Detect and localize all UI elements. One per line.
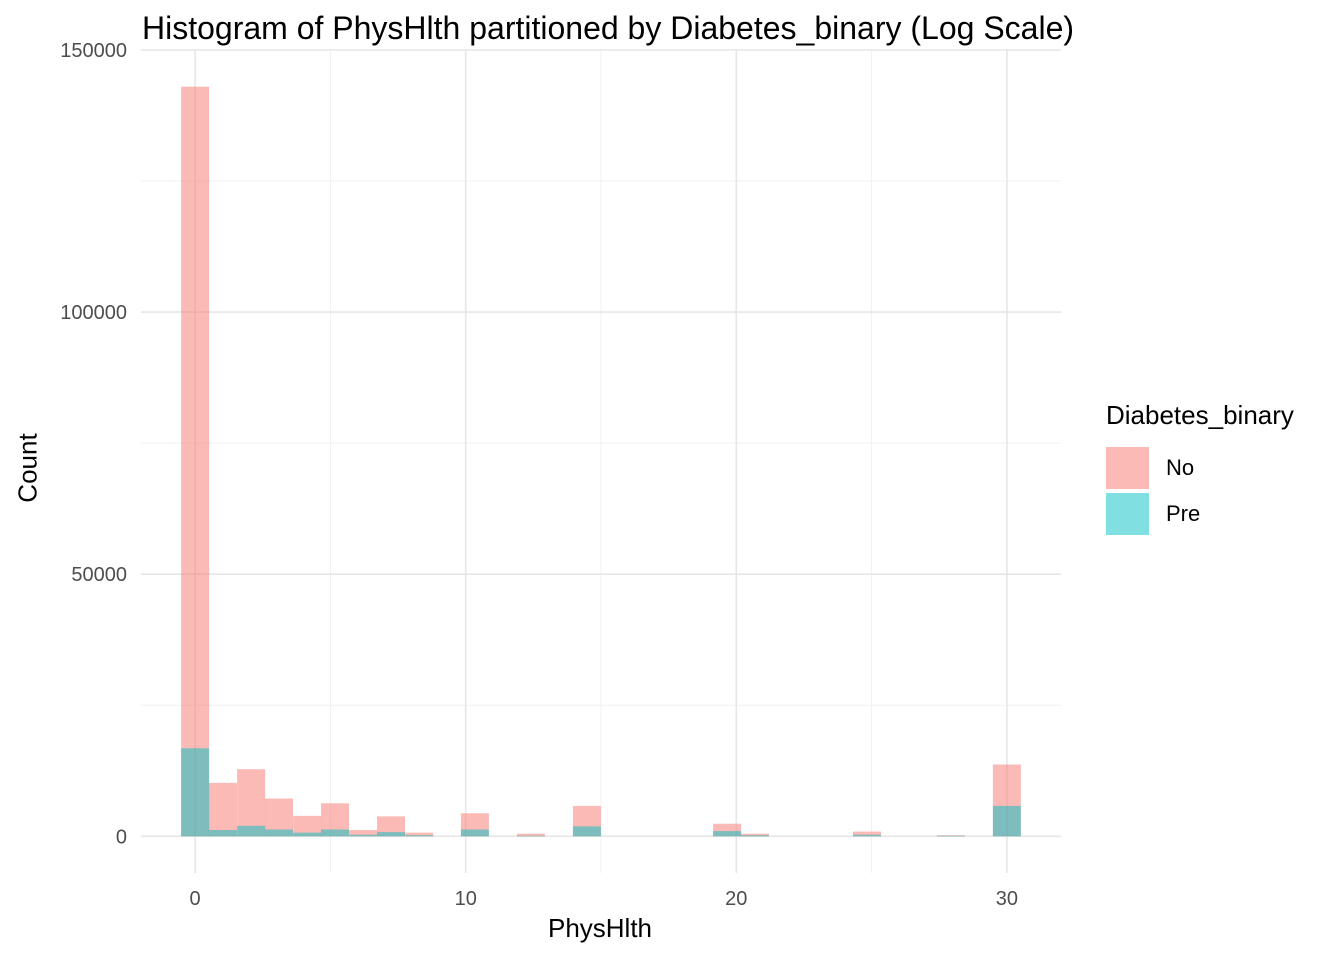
y-tick-label: 50000 xyxy=(71,564,127,586)
legend: Diabetes_binary No Pre xyxy=(1106,400,1294,537)
legend-label-pre: Pre xyxy=(1166,501,1201,526)
bar-no-bin xyxy=(516,833,545,837)
x-tick-label: 20 xyxy=(725,888,747,910)
bar-no-bin xyxy=(377,816,406,837)
bar-pre-bin xyxy=(208,830,237,837)
bar-no-bin xyxy=(740,833,769,837)
y-tick-label: 100000 xyxy=(60,302,127,324)
bar-pre-bin xyxy=(237,825,266,837)
bar-pre-bin xyxy=(852,834,881,837)
bar-no-bin xyxy=(181,86,210,837)
x-tick-label: 0 xyxy=(190,888,201,910)
bar-pre-bin xyxy=(349,834,378,837)
bar-no-bin xyxy=(208,782,237,837)
bar-pre-bin xyxy=(265,829,293,837)
y-axis-title: Count xyxy=(12,433,43,503)
bar-pre-bin xyxy=(936,835,965,837)
bar-pre-bin xyxy=(321,829,350,837)
legend-item-pre: Pre xyxy=(1106,491,1294,537)
bar-pre-bin xyxy=(377,832,406,837)
legend-item-no: No xyxy=(1106,445,1294,491)
grid-lines xyxy=(141,49,1061,873)
x-axis-title: PhysHlth xyxy=(547,913,653,943)
bar-no-bin xyxy=(349,830,378,837)
bar-pre-bin xyxy=(181,748,210,837)
bar-pre-bin xyxy=(405,835,434,837)
bar-no-bin xyxy=(405,832,434,837)
bar-no-bin xyxy=(852,831,881,837)
y-tick-label: 0 xyxy=(116,826,127,848)
bar-pre-bin xyxy=(460,829,489,837)
bar-pre-bin xyxy=(516,835,545,837)
bar-no-bin xyxy=(237,769,266,837)
x-tick-label: 10 xyxy=(455,888,477,910)
tick-labels: 0 10 20 30 0 50000 100000 150000 xyxy=(60,40,1018,910)
x-tick-label: 30 xyxy=(996,888,1018,910)
bar-pre-bin xyxy=(293,832,322,837)
legend-key-no xyxy=(1106,447,1149,489)
legend-title: Diabetes_binary xyxy=(1106,400,1294,430)
bar-pre-bin xyxy=(713,831,742,837)
bar-no-bin xyxy=(936,835,965,837)
y-tick-label: 150000 xyxy=(60,40,127,62)
legend-label-no: No xyxy=(1166,455,1195,480)
chart-title: Histogram of PhysHlth partitioned by Dia… xyxy=(142,10,1075,46)
bars xyxy=(181,86,1021,837)
bar-pre-bin xyxy=(572,826,601,837)
bar-no-bin xyxy=(293,815,322,837)
bar-pre-bin xyxy=(740,835,769,837)
legend-key-pre xyxy=(1106,493,1149,535)
bar-pre-bin xyxy=(992,805,1021,837)
